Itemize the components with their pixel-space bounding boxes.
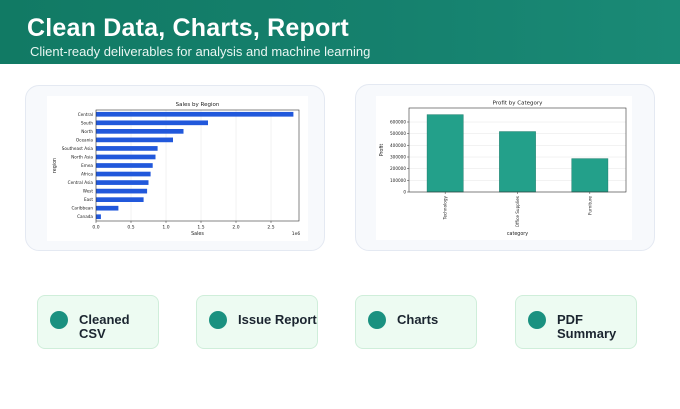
y-tick-label: 600000 (390, 120, 406, 125)
bullet-dot-icon (368, 311, 386, 329)
bar (96, 137, 173, 143)
y-tick-label: North (81, 129, 93, 134)
y-tick-label: Emea (81, 163, 93, 168)
bar (96, 111, 294, 117)
profit-chart-card: Profit by Category 0 100000 200000 300000 400… (355, 84, 655, 251)
bullet-dot-icon (209, 311, 227, 329)
bar (96, 146, 158, 151)
x-tick-label: Technology (443, 195, 448, 220)
bar (96, 163, 153, 168)
x-tick-label: 1.0 (162, 225, 169, 231)
bar (96, 128, 184, 134)
bullet-dot-icon (528, 311, 546, 329)
chart-title: Profit by Category (493, 101, 543, 107)
bar (426, 114, 464, 193)
x-tick-label: 2.5 (267, 225, 274, 231)
sales-chart-card: Sales by Region 0.0 0.5 1.0 1.5 2.0 2.5 Central… (25, 85, 325, 251)
sales-chart-panel: Sales by Region 0.0 0.5 1.0 1.5 2.0 2.5 Central… (47, 96, 308, 241)
plot-frame (408, 107, 627, 193)
bar (96, 180, 149, 185)
bar (96, 214, 101, 220)
y-tick-label: 500000 (390, 131, 406, 136)
profit-chart-panel: Profit by Category 0 100000 200000 300000 400… (376, 96, 632, 240)
y-tick-label: 300000 (390, 155, 406, 160)
bar (96, 197, 144, 203)
y-axis-label: Profit (379, 144, 385, 157)
x-tick-label: 0.5 (127, 225, 134, 231)
profit-by-category-chart: Profit by Category 0 100000 200000 300000 400… (379, 101, 627, 237)
page-subtitle: Client-ready deliverables for analysis a… (30, 44, 371, 59)
y-tick-label: Oceania (76, 137, 94, 142)
y-tick-label: 200000 (390, 166, 406, 171)
y-tick-label: Canada (77, 214, 93, 219)
bar (96, 171, 151, 177)
x-tick-label: Furniture (587, 196, 592, 215)
y-tick-label: Caribbean (72, 206, 94, 211)
bar (96, 120, 208, 126)
y-tick-label: 400000 (390, 143, 406, 148)
y-tick-label: North Asia (71, 154, 93, 159)
bar (96, 154, 156, 160)
deliverable-label: PDF Summary (557, 312, 617, 341)
deliverable-label: Cleaned CSV (79, 312, 130, 341)
y-tick-label: West (83, 189, 94, 194)
bar (96, 188, 148, 194)
header-banner: Clean Data, Charts, Report Client-ready … (0, 0, 680, 64)
y-tick-label: 0 (403, 190, 406, 195)
sales-by-region-chart: Sales by Region 0.0 0.5 1.0 1.5 2.0 2.5 Central… (52, 102, 301, 237)
bar (571, 158, 609, 193)
x-tick-label: 2.0 (232, 225, 239, 231)
bullet-dot-icon (50, 311, 68, 329)
x-tick-label: 0.0 (92, 225, 99, 231)
deliverable-issue-report: Issue Report (196, 295, 318, 349)
x-tick-label: 1.5 (197, 225, 204, 231)
deliverable-charts: Charts (355, 295, 477, 349)
y-tick-label: Central Asia (68, 180, 94, 185)
x-axis-label: category (507, 231, 528, 237)
bar (499, 131, 536, 193)
bar (96, 205, 119, 211)
y-tick-label: Central (78, 112, 93, 117)
y-tick-label: 100000 (390, 178, 406, 183)
x-tick-label: Office Supplies (515, 196, 520, 227)
y-tick-label: East (84, 197, 93, 202)
plot-frame (95, 109, 300, 222)
deliverable-label: Charts (397, 312, 439, 327)
y-axis-label: region (52, 158, 58, 173)
x-scale-note: 1e6 (292, 231, 301, 237)
chart-title: Sales by Region (176, 102, 220, 108)
deliverable-cleaned-csv: Cleaned CSV (37, 295, 159, 349)
y-tick-label: Africa (81, 172, 93, 177)
y-tick-label: South (81, 120, 94, 125)
page-title: Clean Data, Charts, Report (27, 14, 349, 42)
deliverable-label: Issue Report (238, 312, 317, 327)
x-axis-label: Sales (191, 231, 204, 237)
deliverable-pdf-summary: PDF Summary (515, 295, 637, 349)
y-tick-label: Southeast Asia (62, 146, 94, 151)
